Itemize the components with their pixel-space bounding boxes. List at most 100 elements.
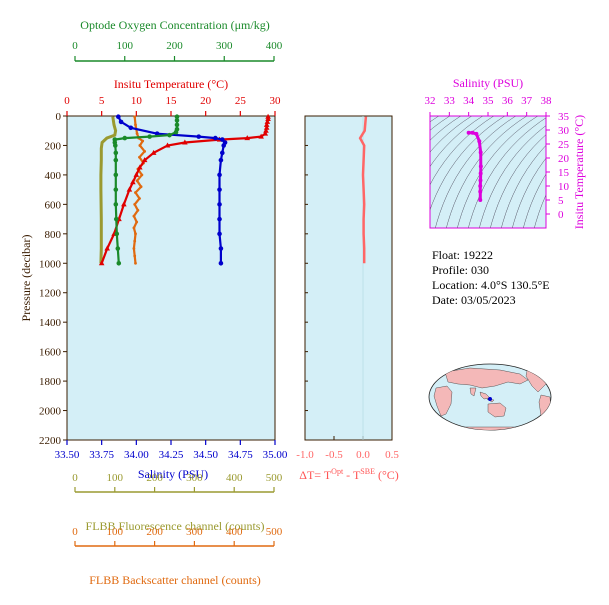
density-contour [468, 117, 546, 228]
pressure-tick-label: 0 [56, 111, 62, 123]
oxygen-point [113, 216, 119, 222]
density-contours [430, 116, 546, 228]
sal-ticks-label: 34.00 [124, 449, 149, 461]
density-contour [534, 194, 546, 228]
salinity-axis-label: Salinity (PSU) [138, 467, 208, 481]
backscatter-point [133, 254, 137, 258]
oxygen-point [167, 132, 172, 138]
density-contour [457, 116, 539, 228]
temperature-point [182, 139, 188, 145]
temperature-point [244, 135, 251, 141]
profile-panel-background [66, 115, 276, 441]
temperature-point [263, 124, 270, 130]
temp-ticks-label: 25 [235, 95, 247, 107]
bb-ticks-label: 300 [186, 526, 203, 538]
salinity-point [218, 260, 224, 266]
salinity-point [217, 187, 222, 192]
density-contour [523, 173, 546, 228]
oxygen-point [147, 134, 152, 139]
ts-point [478, 178, 483, 183]
ts-title: Salinity (PSU) [453, 76, 523, 90]
ts-axes: 32 33 34 35 36 37 38 0 5 10 15 20 25 30 35 [425, 95, 570, 221]
ts-xtick-label: 36 [502, 95, 514, 107]
pressure-tick-label: 1200 [39, 288, 62, 300]
density-contour [446, 116, 528, 228]
oxygen-point [113, 202, 119, 207]
float-location-marker [488, 397, 492, 401]
pressure-tick-label: 1600 [39, 347, 62, 359]
temperature-point [150, 149, 157, 155]
fl-ticks-label: 500 [266, 472, 283, 484]
density-contour [479, 125, 546, 228]
salinity-point [221, 143, 226, 148]
oxy-ticks-label: 100 [117, 40, 134, 52]
pressure-tick-label: 400 [45, 170, 62, 182]
ts-point [478, 184, 483, 188]
salinity-axis: 33.50 33.75 34.00 34.25 34.50 34.75 35.00 [55, 440, 288, 461]
ts-point [466, 130, 471, 135]
salinity-line [117, 116, 227, 264]
backscatter-point [135, 220, 139, 224]
sal-ticks-label: 34.75 [228, 449, 253, 461]
salinity-point [196, 134, 202, 139]
backscatter-point [134, 232, 137, 236]
density-contour [430, 116, 451, 131]
float-info: Float: 19222 Profile: 030 Location: 4.0°… [432, 248, 550, 307]
fl-ticks-label: 100 [107, 472, 124, 484]
oxygen-point [174, 122, 180, 128]
ts-xtick-label: 35 [483, 95, 495, 107]
density-contour [430, 116, 440, 123]
ts-ytick-label: 0 [558, 209, 564, 221]
salinity-point [116, 114, 121, 120]
oxygen-point [173, 129, 179, 135]
ts-xtick-label: 37 [521, 95, 533, 107]
pressure-tick-label: 2200 [39, 435, 62, 447]
temperature-axis: 0 5 10 15 20 25 30 [64, 95, 281, 116]
density-contour [430, 116, 506, 211]
ts-xtick-label: 32 [425, 95, 436, 107]
pressure-tick-label: 2000 [39, 406, 62, 418]
temperature-point [262, 130, 269, 136]
sal-ticks-label: 33.75 [89, 449, 114, 461]
salinity-point [217, 231, 222, 237]
ts-ytick-label: 20 [558, 153, 570, 165]
density-contour [512, 157, 546, 228]
temperature-point [104, 245, 111, 251]
fluorescence-line [99, 116, 118, 264]
pressure-tick-label: 200 [45, 140, 62, 152]
backscatter-point [143, 149, 147, 153]
salinity-point [220, 150, 225, 156]
oxy-ticks-label: 200 [166, 40, 183, 52]
salinity-point [217, 216, 222, 222]
pressure-axis-label: Pressure (decibar) [19, 235, 33, 322]
pressure-tick-label: 600 [45, 199, 62, 211]
density-contour [430, 116, 484, 167]
ts-point [474, 131, 479, 136]
temperature-point [137, 164, 143, 170]
oxygen-point [113, 187, 119, 192]
backscatter-point [132, 226, 136, 230]
bb-ticks-label: 100 [107, 526, 124, 538]
backscatter-point [134, 191, 137, 194]
ts-ytick-label: 30 [558, 125, 570, 137]
temp-ticks-label: 5 [99, 95, 105, 107]
oxygen-point [174, 114, 180, 120]
bb-ticks-label: 0 [72, 526, 78, 538]
oxy-ticks-label: 0 [72, 40, 78, 52]
temperature-point [98, 260, 105, 266]
ts-ytick-label: 5 [558, 195, 564, 207]
temperature-point [141, 157, 148, 163]
temperature-point [263, 127, 269, 133]
ts-ytick-label: 10 [558, 181, 570, 193]
ts-point [478, 164, 483, 169]
backscatter-axis-label: FLBB Backscatter channel (counts) [89, 573, 261, 587]
oxygen-axis-label: Optode Oxygen Concentration (μm/kg) [80, 18, 269, 32]
oxygen-point [114, 231, 120, 237]
ts-ylabel: Insitu Temperature (°C) [572, 115, 586, 229]
oxygen-axis: 0 100 200 300 400 [72, 40, 283, 61]
backscatter-point [141, 139, 145, 143]
temperature-point [258, 133, 264, 139]
map-africa [433, 385, 453, 417]
ts-point [470, 130, 475, 135]
profile-number: Profile: 030 [432, 263, 489, 277]
